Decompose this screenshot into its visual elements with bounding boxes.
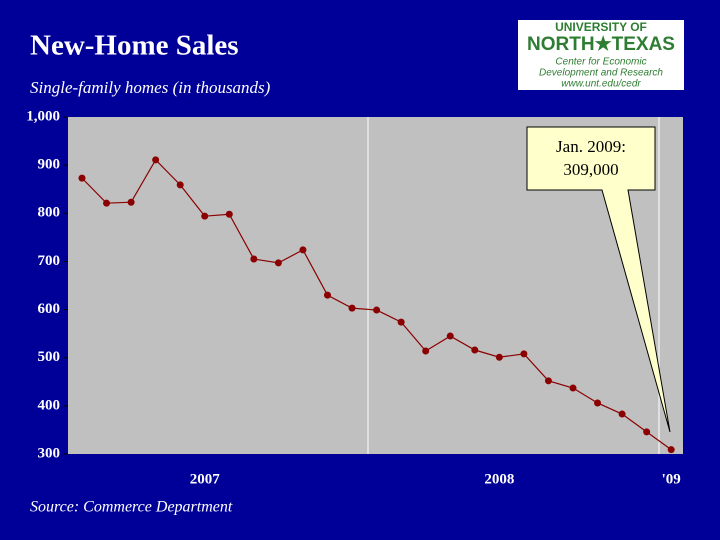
data-point xyxy=(422,347,430,355)
chart-subtitle: Single-family homes (in thousands) xyxy=(30,78,271,97)
logo-box xyxy=(518,20,684,90)
data-point xyxy=(348,304,356,312)
data-point xyxy=(225,210,233,218)
x-tick-label: '09 xyxy=(662,471,681,487)
chart-title: New-Home Sales xyxy=(30,30,239,62)
data-point xyxy=(176,181,184,189)
data-point xyxy=(397,318,405,326)
logo-line: Development and Research xyxy=(539,68,663,79)
data-point xyxy=(78,174,86,182)
data-point xyxy=(495,353,503,361)
y-tick-label: 500 xyxy=(38,349,61,365)
logo: UNIVERSITY OF NORTH★TEXAS Center for Eco… xyxy=(518,20,684,90)
data-point xyxy=(667,446,675,454)
source-note: Source: Commerce Department xyxy=(30,499,233,516)
data-point xyxy=(471,346,479,354)
y-tick-label: 300 xyxy=(38,445,61,461)
data-point xyxy=(127,198,135,206)
data-point xyxy=(618,410,626,418)
logo-line: Center for Economic xyxy=(555,57,646,68)
data-point xyxy=(544,377,552,385)
data-point xyxy=(152,156,160,164)
data-point xyxy=(643,428,651,436)
data-point xyxy=(250,255,258,263)
annotation-line: 309,000 xyxy=(563,160,618,179)
y-tick-label: 400 xyxy=(38,397,61,413)
x-tick-label: 2008 xyxy=(484,471,514,487)
data-point xyxy=(324,291,331,299)
y-tick-label: 600 xyxy=(38,301,61,317)
data-point xyxy=(201,212,209,220)
data-point xyxy=(274,259,282,267)
data-point xyxy=(520,350,528,358)
data-point xyxy=(594,399,602,407)
x-tick-label: 2007 xyxy=(190,471,221,487)
data-point xyxy=(299,246,307,254)
y-tick-label: 900 xyxy=(38,157,61,173)
annotation-line: Jan. 2009: xyxy=(556,137,626,156)
data-point xyxy=(103,199,111,207)
y-tick-label: 700 xyxy=(38,253,61,269)
logo-line: UNIVERSITY OF xyxy=(555,20,647,34)
logo-line: www.unt.edu/cedr xyxy=(561,79,641,90)
callout: Jan. 2009: 309,000 xyxy=(526,126,671,433)
y-tick-label: 800 xyxy=(38,205,61,221)
callout-box xyxy=(526,126,671,433)
logo-line: NORTH★TEXAS xyxy=(527,34,675,55)
data-point xyxy=(446,332,454,340)
y-tick-label: 1,000 xyxy=(26,108,60,124)
data-point xyxy=(373,306,381,314)
data-point xyxy=(569,384,577,392)
